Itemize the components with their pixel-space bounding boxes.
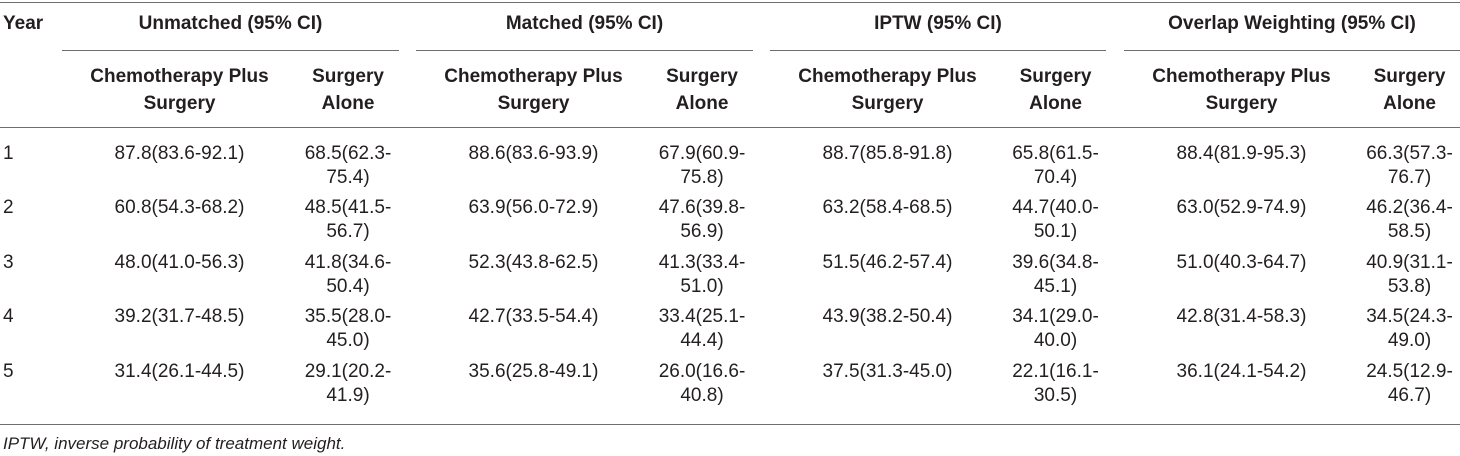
group-underline-overlap bbox=[1124, 50, 1460, 51]
surgery-alone-value: 40.8) bbox=[680, 385, 724, 406]
surgery-alone-value: 39.6(34.8- bbox=[1012, 252, 1099, 273]
subheader-surgery-line1: Surgery bbox=[1373, 66, 1446, 87]
chemo-surgery-value: 35.6(25.8-49.1) bbox=[468, 361, 599, 382]
group-header-iptw: IPTW (95% CI) bbox=[874, 13, 1002, 34]
subheader-chemo-line2: Surgery bbox=[143, 93, 216, 114]
chemo-surgery-value: 63.2(58.4-68.5) bbox=[822, 197, 953, 218]
surgery-alone-value: 41.9) bbox=[326, 385, 370, 406]
subheader-chemo-line2: Surgery bbox=[497, 93, 570, 114]
chemo-surgery-value: 39.2(31.7-48.5) bbox=[114, 306, 245, 327]
chemo-surgery-value: 31.4(26.1-44.5) bbox=[114, 361, 245, 382]
chemo-surgery-value: 88.7(85.8-91.8) bbox=[822, 143, 953, 164]
surgery-alone-value: 49.0) bbox=[1387, 330, 1432, 351]
chemo-surgery-value: 42.8(31.4-58.3) bbox=[1176, 306, 1307, 327]
chemo-surgery-value: 51.5(46.2-57.4) bbox=[822, 252, 953, 273]
subheader-surgery-line2: Alone bbox=[1383, 93, 1436, 114]
surgery-alone-value: 50.4) bbox=[326, 276, 370, 297]
table-bottom-rule bbox=[0, 424, 1460, 425]
surgery-alone-value: 48.5(41.5- bbox=[304, 197, 392, 218]
chemo-surgery-value: 37.5(31.3-45.0) bbox=[822, 361, 953, 382]
surgery-alone-value: 66.3(57.3- bbox=[1366, 143, 1453, 164]
surgery-alone-value: 22.1(16.1- bbox=[1012, 361, 1099, 382]
subheader-surgery-line1: Surgery bbox=[666, 66, 738, 87]
surgery-alone-value: 56.7) bbox=[326, 221, 370, 242]
subheader-chemo-line1: Chemotherapy Plus bbox=[1152, 66, 1331, 87]
surgery-alone-value: 76.7) bbox=[1387, 167, 1432, 188]
surgery-alone-value: 33.4(25.1- bbox=[658, 306, 746, 327]
surgery-alone-value: 47.6(39.8- bbox=[658, 197, 746, 218]
surgery-alone-value: 75.4) bbox=[326, 167, 370, 188]
chemo-surgery-value: 43.9(38.2-50.4) bbox=[822, 306, 953, 327]
surgery-alone-value: 65.8(61.5- bbox=[1012, 143, 1099, 164]
chemo-surgery-value: 60.8(54.3-68.2) bbox=[114, 197, 245, 218]
surgery-alone-value: 26.0(16.6- bbox=[658, 361, 746, 382]
surgery-alone-value: 67.9(60.9- bbox=[658, 143, 746, 164]
year-header: Year bbox=[3, 13, 44, 34]
surgery-alone-value: 45.1) bbox=[1033, 276, 1078, 297]
subheader-chemo-line1: Chemotherapy Plus bbox=[444, 66, 623, 87]
chemo-surgery-value: 36.1(24.1-54.2) bbox=[1176, 361, 1307, 382]
subheader-surgery-line2: Alone bbox=[321, 93, 375, 114]
surgery-alone-value: 44.7(40.0- bbox=[1012, 197, 1099, 218]
subheader-chemo-line1: Chemotherapy Plus bbox=[90, 66, 269, 87]
header-bottom-rule bbox=[0, 127, 1460, 128]
surgery-alone-value: 40.0) bbox=[1033, 330, 1078, 351]
surgery-alone-value: 41.8(34.6- bbox=[304, 252, 392, 273]
chemo-surgery-value: 63.0(52.9-74.9) bbox=[1176, 197, 1307, 218]
group-header-matched: Matched (95% CI) bbox=[505, 13, 664, 34]
group-underline-unmatched bbox=[62, 50, 399, 51]
subheader-chemo-line1: Chemotherapy Plus bbox=[798, 66, 977, 87]
chemo-surgery-value: 87.8(83.6-92.1) bbox=[114, 143, 245, 164]
group-header-overlap: Overlap Weighting (95% CI) bbox=[1168, 13, 1416, 34]
group-header-unmatched: Unmatched (95% CI) bbox=[138, 13, 323, 34]
surgery-alone-value: 29.1(20.2- bbox=[304, 361, 392, 382]
group-underline-iptw bbox=[770, 50, 1106, 51]
surgery-alone-value: 58.5) bbox=[1387, 221, 1432, 242]
chemo-surgery-value: 63.9(56.0-72.9) bbox=[468, 197, 599, 218]
subheader-chemo-line2: Surgery bbox=[851, 93, 924, 114]
surgery-alone-value: 50.1) bbox=[1033, 221, 1078, 242]
chemo-surgery-value: 48.0(41.0-56.3) bbox=[114, 252, 245, 273]
chemo-surgery-value: 51.0(40.3-64.7) bbox=[1176, 252, 1307, 273]
chemo-surgery-value: 88.6(83.6-93.9) bbox=[468, 143, 599, 164]
year-cell: 2 bbox=[3, 197, 14, 218]
subheader-surgery-line2: Alone bbox=[675, 93, 729, 114]
chemo-surgery-value: 42.7(33.5-54.4) bbox=[468, 306, 599, 327]
year-cell: 4 bbox=[3, 306, 14, 327]
surgery-alone-value: 46.7) bbox=[1387, 385, 1432, 406]
surgery-alone-value: 30.5) bbox=[1033, 385, 1078, 406]
surgery-alone-value: 46.2(36.4- bbox=[1366, 197, 1453, 218]
chemo-surgery-value: 52.3(43.8-62.5) bbox=[468, 252, 599, 273]
group-underline-matched bbox=[416, 50, 753, 51]
subheader-surgery-line2: Alone bbox=[1029, 93, 1082, 114]
table-footnote: IPTW, inverse probability of treatment w… bbox=[3, 434, 346, 453]
subheader-surgery-line1: Surgery bbox=[312, 66, 384, 87]
surgery-alone-value: 41.3(33.4- bbox=[658, 252, 746, 273]
surgery-alone-value: 70.4) bbox=[1033, 167, 1078, 188]
year-cell: 5 bbox=[3, 361, 14, 382]
surgery-alone-value: 51.0) bbox=[680, 276, 724, 297]
surgery-alone-value: 40.9(31.1- bbox=[1366, 252, 1453, 273]
surgery-alone-value: 75.8) bbox=[680, 167, 724, 188]
subheader-surgery-line1: Surgery bbox=[1019, 66, 1092, 87]
surgery-alone-value: 35.5(28.0- bbox=[304, 306, 392, 327]
year-cell: 3 bbox=[3, 252, 14, 273]
surgery-alone-value: 34.1(29.0- bbox=[1012, 306, 1099, 327]
surgery-alone-value: 44.4) bbox=[680, 330, 724, 351]
surgery-alone-value: 53.8) bbox=[1387, 276, 1432, 297]
surgery-alone-value: 56.9) bbox=[680, 221, 724, 242]
surgery-alone-value: 45.0) bbox=[326, 330, 370, 351]
year-cell: 1 bbox=[3, 143, 14, 164]
surgery-alone-value: 68.5(62.3- bbox=[304, 143, 392, 164]
chemo-surgery-value: 88.4(81.9-95.3) bbox=[1176, 143, 1307, 164]
subheader-chemo-line2: Surgery bbox=[1205, 93, 1278, 114]
table-top-rule bbox=[0, 2, 1460, 3]
surgery-alone-value: 34.5(24.3- bbox=[1366, 306, 1453, 327]
surgery-alone-value: 24.5(12.9- bbox=[1366, 361, 1453, 382]
